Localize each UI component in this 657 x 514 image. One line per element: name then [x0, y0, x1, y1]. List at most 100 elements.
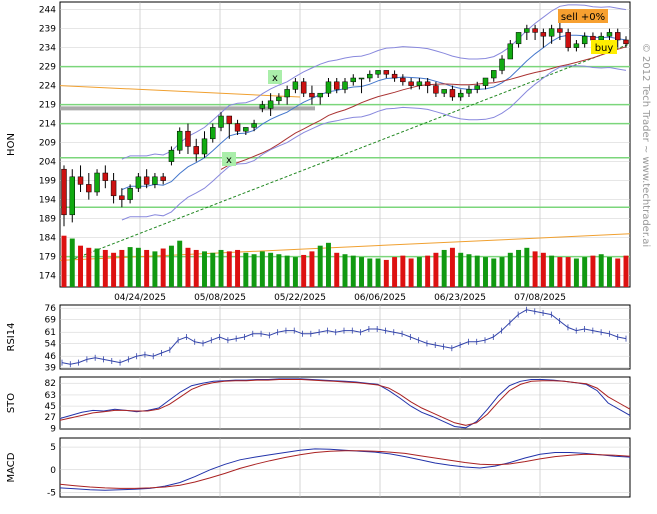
- candle-body: [226, 115, 233, 124]
- x-marker-box: [222, 152, 236, 166]
- candle-body: [581, 35, 588, 45]
- candle-body: [375, 70, 381, 75]
- candle-body: [234, 123, 241, 132]
- y-tick-label: 219: [39, 101, 56, 111]
- y-tick-label: 224: [39, 82, 56, 92]
- candle-body: [524, 28, 530, 33]
- volume-bar: [127, 247, 133, 287]
- volume-bar: [135, 247, 141, 287]
- panel-label: RSI14: [6, 323, 17, 352]
- panel-frame-rsi: [59, 304, 631, 370]
- y-tick-label: 46: [45, 352, 57, 362]
- y-tick-label: 204: [39, 158, 56, 168]
- volume-bar: [350, 255, 356, 287]
- candle-body: [532, 28, 538, 33]
- candle-body: [86, 184, 92, 193]
- y-tick-label: 82: [45, 379, 56, 389]
- candle-body: [416, 81, 423, 86]
- y-tick-label: 239: [39, 25, 56, 35]
- candle-body: [507, 43, 514, 60]
- candle-body: [143, 176, 150, 185]
- y-tick-label: 69: [45, 315, 57, 325]
- volume-bar: [615, 258, 621, 287]
- candle-body: [358, 77, 365, 80]
- volume-bar: [210, 252, 216, 287]
- volume-bar: [573, 258, 579, 287]
- candle-body: [474, 85, 480, 90]
- volume-bar: [193, 249, 199, 287]
- candle-body: [201, 138, 208, 155]
- candle-body: [69, 176, 75, 216]
- candle-body: [590, 35, 596, 41]
- bollinger-upper: [121, 4, 627, 160]
- y-tick-label: 209: [39, 139, 56, 149]
- candle-body: [482, 77, 489, 86]
- volume-bar: [218, 249, 224, 287]
- volume-bar: [383, 259, 389, 287]
- candle-body: [176, 130, 183, 151]
- candle-body: [276, 96, 282, 102]
- y-tick-label: 27: [45, 413, 56, 423]
- x-marker: x: [272, 73, 278, 84]
- candle-body: [457, 92, 464, 98]
- volume-bar: [226, 251, 232, 287]
- candle-body: [466, 89, 472, 94]
- volume-bar: [449, 247, 455, 287]
- candle-body: [193, 146, 199, 155]
- volume-bar: [325, 242, 331, 287]
- candle-body: [367, 73, 373, 79]
- volume-bar: [598, 254, 604, 287]
- x-tick-label: 04/24/2025: [114, 293, 166, 303]
- volume-bar: [549, 255, 555, 287]
- candle-body: [160, 176, 166, 181]
- candle-body: [135, 176, 142, 189]
- trendline: [69, 43, 631, 261]
- y-tick-label: 63: [45, 391, 56, 401]
- y-tick-label: 184: [39, 234, 56, 244]
- volume-bar: [540, 252, 546, 287]
- candle-body: [615, 32, 621, 41]
- volume-bar: [202, 251, 207, 287]
- volume-bar: [78, 245, 84, 287]
- y-tick-label: 39: [45, 363, 57, 373]
- candle-body: [606, 32, 613, 37]
- volume-bar: [292, 257, 298, 287]
- volume-bar: [168, 245, 174, 287]
- volume-bar: [367, 258, 373, 287]
- candle-body: [292, 81, 299, 90]
- ma-short: [121, 34, 627, 191]
- candle-body: [152, 176, 158, 185]
- volume-bar: [86, 247, 92, 287]
- candle-body: [119, 195, 125, 200]
- volume-bar: [259, 251, 265, 287]
- candle-body: [243, 127, 249, 132]
- volume-bar: [483, 257, 488, 287]
- candle-body: [391, 73, 398, 79]
- y-tick-label: 5: [50, 443, 56, 453]
- volume-bar: [507, 252, 513, 287]
- y-tick-label: 194: [39, 196, 56, 206]
- volume-bar: [565, 257, 571, 287]
- volume-bar: [458, 252, 464, 287]
- panel-frame-sto: [59, 376, 631, 430]
- candle-body: [499, 58, 505, 71]
- candle-body: [491, 70, 497, 79]
- volume-bar: [309, 251, 315, 287]
- candle-body: [342, 81, 348, 90]
- volume-bar: [284, 255, 290, 287]
- candle-body: [218, 115, 224, 128]
- candle-body: [598, 35, 604, 41]
- candle-body: [433, 85, 439, 94]
- candle-body: [408, 81, 414, 86]
- x-tick-label: 06/23/2025: [434, 293, 486, 303]
- panel-label: MACD: [6, 452, 17, 482]
- volume-bar: [441, 249, 447, 287]
- candle-body: [110, 180, 117, 197]
- candle-body: [317, 92, 323, 98]
- volume-bar: [111, 252, 117, 287]
- volume-bar: [416, 257, 422, 287]
- candle-body: [334, 81, 340, 90]
- y-tick-label: 61: [45, 328, 56, 338]
- candle-body: [185, 130, 191, 147]
- volume-bar: [392, 257, 398, 287]
